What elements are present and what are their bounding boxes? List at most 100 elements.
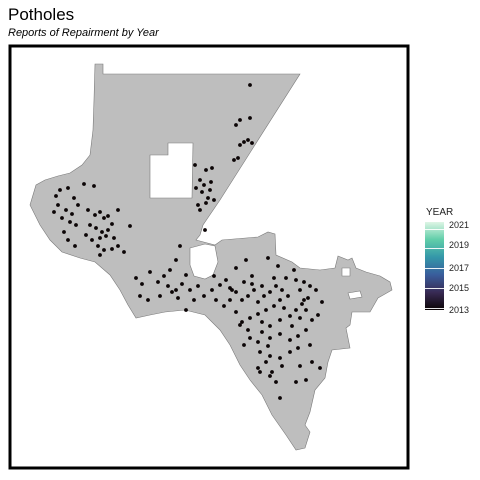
pothole-point bbox=[256, 340, 260, 344]
pothole-point bbox=[93, 213, 97, 217]
legend-tick-mark bbox=[425, 268, 444, 269]
pothole-point bbox=[306, 296, 310, 300]
legend-tick-mark bbox=[425, 288, 444, 289]
pothole-point bbox=[256, 366, 260, 370]
pothole-point bbox=[272, 276, 276, 280]
pothole-point bbox=[204, 201, 208, 205]
pothole-point bbox=[298, 316, 302, 320]
pothole-point bbox=[246, 328, 250, 332]
pothole-point bbox=[258, 350, 262, 354]
pothole-point bbox=[308, 284, 312, 288]
pothole-point bbox=[196, 284, 200, 288]
pothole-point bbox=[284, 276, 288, 280]
pothole-point bbox=[234, 123, 238, 127]
pothole-point bbox=[122, 250, 126, 254]
pothole-point bbox=[296, 346, 300, 350]
pothole-point bbox=[248, 316, 252, 320]
pothole-point bbox=[276, 264, 280, 268]
legend-tick-label: 2021 bbox=[449, 220, 470, 230]
pothole-point bbox=[56, 203, 60, 207]
pothole-point bbox=[66, 238, 70, 242]
pothole-point bbox=[256, 312, 260, 316]
pothole-point bbox=[174, 258, 178, 262]
pothole-point bbox=[76, 203, 80, 207]
pothole-point bbox=[148, 270, 152, 274]
pothole-point bbox=[308, 343, 312, 347]
pothole-point bbox=[240, 298, 244, 302]
pothole-point bbox=[268, 336, 272, 340]
pothole-point bbox=[290, 324, 294, 328]
pothole-point bbox=[184, 308, 188, 312]
map-title: Potholes bbox=[8, 5, 75, 24]
pothole-point bbox=[266, 256, 270, 260]
pothole-point bbox=[58, 188, 62, 192]
pothole-point bbox=[82, 182, 86, 186]
pothole-point bbox=[184, 273, 188, 277]
pothole-point bbox=[228, 298, 232, 302]
pothole-point bbox=[268, 290, 272, 294]
pothole-point bbox=[134, 276, 138, 280]
pothole-point bbox=[260, 320, 264, 324]
exclusion-area-center bbox=[189, 243, 219, 280]
pothole-point bbox=[238, 323, 242, 327]
pothole-point bbox=[218, 283, 222, 287]
pothole-point bbox=[208, 188, 212, 192]
pothole-point bbox=[96, 244, 100, 248]
pothole-point bbox=[156, 280, 160, 284]
pothole-point bbox=[250, 141, 254, 145]
pothole-point bbox=[74, 223, 78, 227]
pothole-point bbox=[304, 328, 308, 332]
pothole-point bbox=[196, 203, 200, 207]
pothole-point bbox=[230, 288, 234, 292]
pothole-point bbox=[102, 248, 106, 252]
pothole-point bbox=[278, 332, 282, 336]
pothole-point bbox=[278, 396, 282, 400]
pothole-point bbox=[272, 304, 276, 308]
pothole-point bbox=[212, 274, 216, 278]
pothole-point bbox=[174, 288, 178, 292]
pothole-point bbox=[266, 344, 270, 348]
exclusion-area-east-small bbox=[341, 267, 351, 277]
pothole-point bbox=[98, 253, 102, 257]
pothole-point bbox=[256, 300, 260, 304]
pothole-point bbox=[112, 236, 116, 240]
legend-title: YEAR bbox=[426, 207, 454, 218]
pothole-point bbox=[68, 220, 72, 224]
pothole-point bbox=[92, 184, 96, 188]
pothole-point bbox=[300, 302, 304, 306]
pothole-point bbox=[294, 380, 298, 384]
exclusion-area-east bbox=[347, 290, 363, 300]
pothole-point bbox=[106, 228, 110, 232]
pothole-point bbox=[282, 306, 286, 310]
pothole-point bbox=[244, 258, 248, 262]
pothole-point bbox=[246, 294, 250, 298]
pothole-point bbox=[302, 298, 306, 302]
pothole-point bbox=[198, 178, 202, 182]
pothole-point bbox=[116, 208, 120, 212]
pothole-point bbox=[268, 354, 272, 358]
pothole-point bbox=[100, 230, 104, 234]
pothole-point bbox=[88, 223, 92, 227]
pothole-point bbox=[278, 356, 282, 360]
pothole-point bbox=[264, 360, 268, 364]
pothole-point bbox=[238, 143, 242, 147]
pothole-point bbox=[278, 298, 282, 302]
pothole-point bbox=[310, 318, 314, 322]
pothole-point bbox=[210, 288, 214, 292]
pothole-point bbox=[102, 216, 106, 220]
pothole-point bbox=[206, 196, 210, 200]
pothole-point bbox=[248, 116, 252, 120]
pothole-point bbox=[170, 290, 174, 294]
pothole-point bbox=[116, 244, 120, 248]
pothole-point bbox=[304, 378, 308, 382]
pothole-point bbox=[138, 294, 142, 298]
pothole-point bbox=[176, 296, 180, 300]
pothole-point bbox=[250, 274, 254, 278]
pothole-point bbox=[188, 288, 192, 292]
pothole-point bbox=[62, 230, 66, 234]
pothole-point bbox=[280, 288, 284, 292]
pothole-point bbox=[268, 324, 272, 328]
pothole-point bbox=[66, 186, 70, 190]
pothole-point bbox=[310, 360, 314, 364]
pothole-point bbox=[202, 183, 206, 187]
